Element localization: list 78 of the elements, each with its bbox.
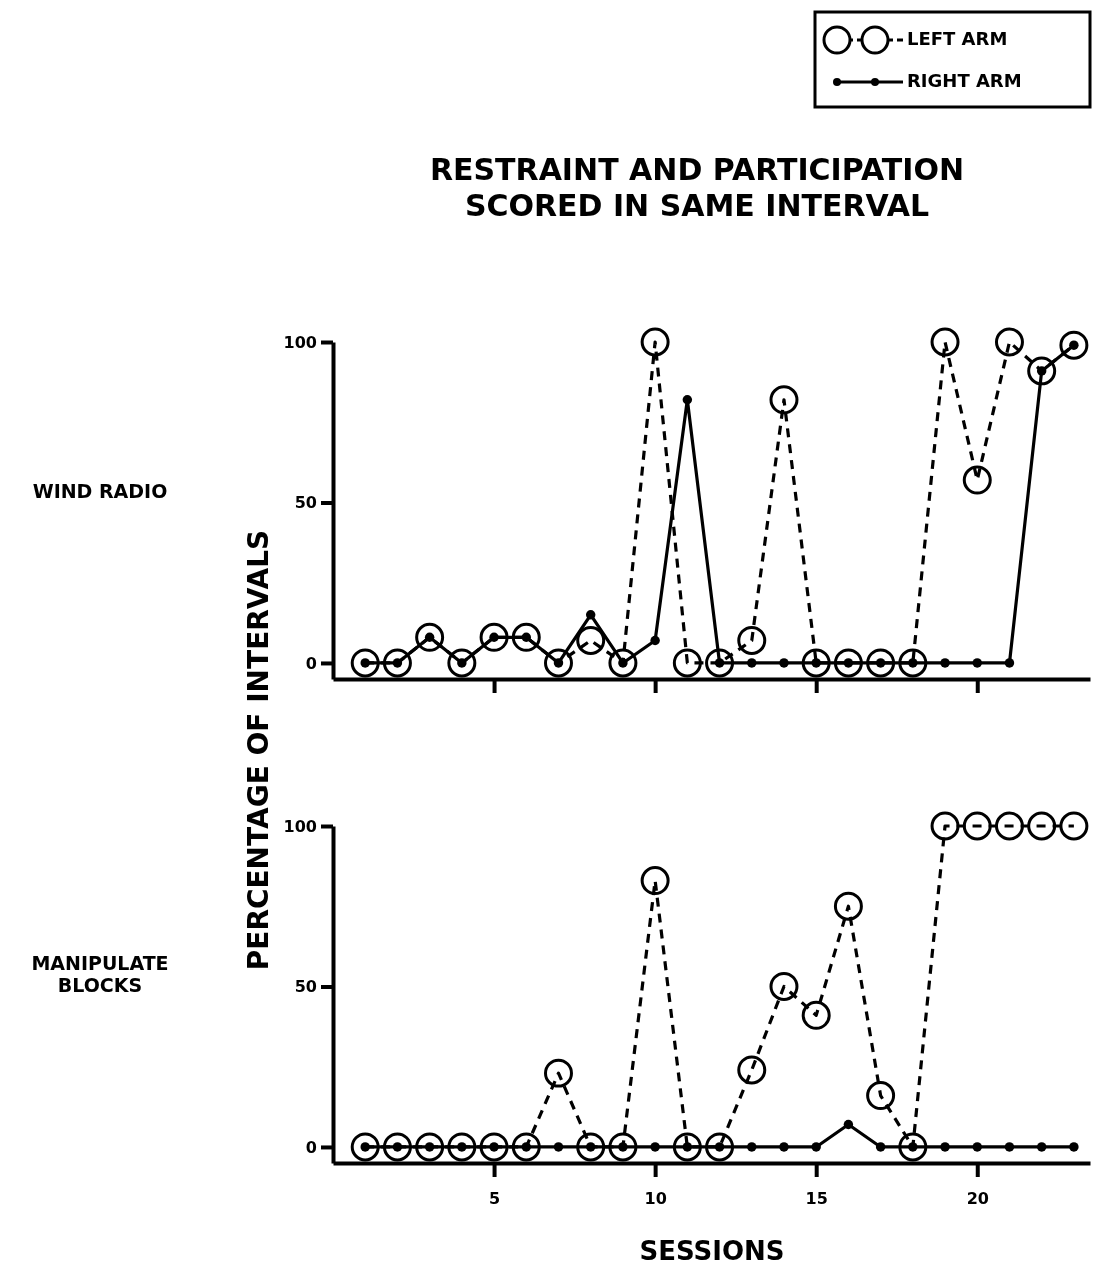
point (705, 1132, 735, 1162)
point (930, 327, 960, 357)
point (1036, 1142, 1047, 1152)
x-tick-label: 5 (488, 1189, 501, 1209)
x-tick-label: 20 (966, 1189, 989, 1209)
point (737, 626, 767, 655)
point (705, 648, 735, 678)
point (544, 648, 573, 678)
point (585, 610, 596, 620)
point (650, 1142, 660, 1152)
point (962, 811, 992, 841)
point (779, 1142, 789, 1152)
point (898, 648, 928, 678)
y-tick-label: 0 (305, 653, 317, 673)
point (843, 1119, 854, 1130)
point (866, 1081, 896, 1111)
point (382, 1132, 412, 1162)
text: MANIPULATE BLOCKS (31, 951, 169, 996)
point (350, 1132, 380, 1162)
point (682, 395, 693, 405)
y-tick-label: 100 (283, 816, 317, 836)
point (608, 1132, 638, 1162)
point (994, 811, 1024, 841)
point (511, 1132, 541, 1162)
y-tick-label: 50 (294, 493, 317, 513)
text: WIND RADIO (32, 479, 168, 502)
point (1069, 1142, 1079, 1152)
point (553, 1142, 564, 1152)
point (875, 1142, 886, 1152)
point (640, 327, 670, 357)
y-tick-label: 100 (283, 332, 317, 352)
point (833, 648, 863, 678)
point (640, 866, 670, 896)
point (940, 658, 950, 668)
point (833, 891, 863, 921)
point (801, 648, 831, 678)
point (1004, 1142, 1015, 1152)
point (962, 465, 992, 495)
point (650, 635, 660, 646)
point (576, 626, 606, 655)
point (447, 648, 477, 678)
legend-label: LEFT ARM (907, 28, 1008, 49)
point (1059, 811, 1089, 841)
point (801, 1000, 831, 1030)
chart-title: RESTRAINT AND PARTICIPATION SCORED IN SAME INTERVAL (429, 152, 965, 223)
y-tick-label: 50 (294, 977, 317, 997)
point (972, 658, 982, 668)
point (447, 1132, 477, 1162)
point (672, 1132, 702, 1162)
point (382, 648, 412, 678)
point (672, 648, 702, 678)
point (769, 385, 799, 415)
point (811, 1142, 821, 1152)
point (747, 1142, 757, 1152)
legend-label: RIGHT ARM (907, 70, 1022, 91)
point (415, 1132, 445, 1162)
point (737, 1055, 767, 1085)
point (994, 327, 1024, 357)
point (350, 648, 380, 678)
point (972, 1142, 982, 1152)
point (769, 972, 799, 1001)
x-tick-label: 15 (805, 1189, 828, 1209)
point (1027, 811, 1057, 841)
point (544, 1058, 573, 1088)
point (479, 1132, 509, 1162)
point (940, 1142, 950, 1152)
point (1004, 658, 1015, 668)
x-axis-title: SESSIONS (639, 1236, 785, 1266)
x-tick-label: 10 (644, 1189, 667, 1209)
point (898, 1132, 928, 1162)
y-axis-title: PERCENTAGE OF INTERVALS (242, 529, 275, 971)
point (930, 811, 960, 841)
y-tick-label: 0 (305, 1137, 317, 1157)
point (747, 658, 757, 668)
point (576, 1132, 606, 1162)
point (866, 648, 896, 678)
point (608, 648, 638, 678)
point (779, 658, 789, 668)
